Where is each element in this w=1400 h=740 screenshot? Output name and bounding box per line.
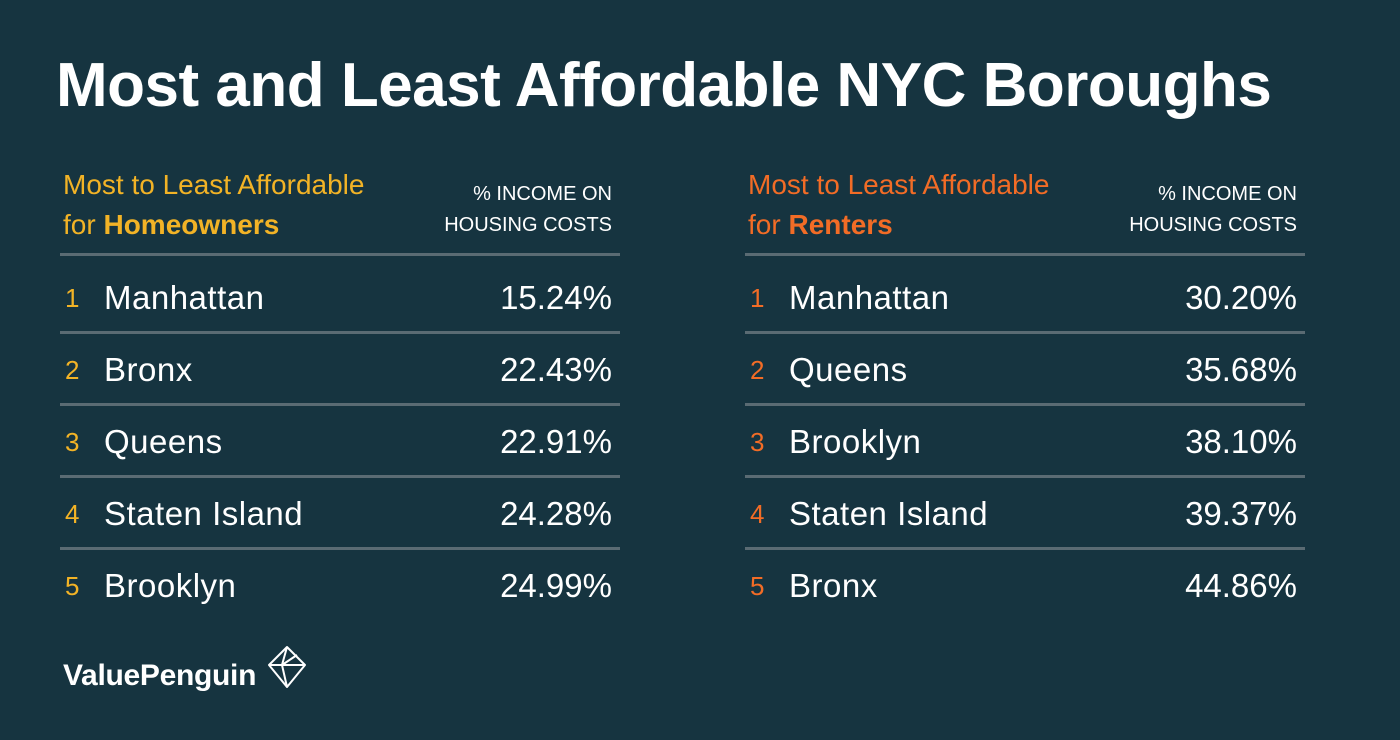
homeowners-table-header: Most to Least Affordable for Homeowners …: [60, 165, 620, 249]
row-value: 22.91%: [500, 423, 612, 460]
row-borough: Bronx: [789, 567, 878, 604]
row-borough: Manhattan: [789, 279, 950, 316]
table-row: 2 Bronx 22.43%: [60, 334, 620, 406]
row-rank: 1: [750, 283, 765, 313]
row-value: 35.68%: [1185, 351, 1297, 388]
brand-logo: ValuePenguin: [63, 646, 310, 696]
row-value: 38.10%: [1185, 423, 1297, 460]
homeowners-heading-for: for: [63, 209, 96, 240]
renters-column-line1: % INCOME ON: [1158, 183, 1297, 205]
row-borough: Brooklyn: [789, 423, 922, 460]
row-value: 44.86%: [1185, 567, 1297, 604]
row-rank: 2: [65, 355, 80, 385]
row-borough: Staten Island: [104, 495, 304, 532]
table-row: 3 Brooklyn 38.10%: [745, 406, 1305, 478]
renters-column-header: % INCOME ON HOUSING COSTS: [1129, 179, 1297, 241]
row-borough: Bronx: [104, 351, 193, 388]
row-borough: Manhattan: [104, 279, 265, 316]
table-row: 1 Manhattan 30.20%: [745, 262, 1305, 334]
renters-table: Most to Least Affordable for Renters % I…: [745, 165, 1305, 604]
renters-table-header: Most to Least Affordable for Renters % I…: [745, 165, 1305, 249]
renters-header-divider: [745, 253, 1305, 256]
row-borough: Brooklyn: [104, 567, 237, 604]
renters-heading-emphasis: Renters: [788, 209, 893, 240]
row-value: 24.28%: [500, 495, 612, 532]
table-row: 5 Bronx 44.86%: [745, 550, 1305, 622]
homeowners-column-line2: HOUSING COSTS: [444, 214, 612, 236]
renters-heading-line2: for Renters: [748, 205, 1049, 245]
homeowners-column-header: % INCOME ON HOUSING COSTS: [444, 179, 612, 241]
row-rank: 4: [750, 499, 765, 529]
homeowners-heading-line2: for Homeowners: [63, 205, 364, 245]
row-borough: Queens: [104, 423, 223, 460]
homeowners-column-line1: % INCOME ON: [473, 183, 612, 205]
row-borough: Staten Island: [789, 495, 989, 532]
homeowners-heading-line1: Most to Least Affordable: [63, 169, 365, 200]
homeowners-header-divider: [60, 253, 620, 256]
row-rank: 5: [65, 571, 80, 601]
row-value: 39.37%: [1185, 495, 1297, 532]
row-borough: Queens: [789, 351, 908, 388]
row-rank: 2: [750, 355, 765, 385]
row-value: 15.24%: [500, 279, 612, 316]
valuepenguin-logo-icon: [268, 646, 307, 688]
homeowners-table: Most to Least Affordable for Homeowners …: [60, 165, 620, 604]
row-rank: 3: [750, 427, 765, 457]
homeowners-heading-emphasis: Homeowners: [103, 209, 280, 240]
brand-name: ValuePenguin: [63, 659, 257, 692]
row-rank: 4: [65, 499, 80, 529]
renters-heading-line1: Most to Least Affordable: [748, 169, 1050, 200]
renters-column-line2: HOUSING COSTS: [1129, 214, 1297, 236]
row-rank: 3: [65, 427, 80, 457]
row-value: 22.43%: [500, 351, 612, 388]
renters-heading: Most to Least Affordable for Renters: [748, 165, 1049, 245]
table-row: 3 Queens 22.91%: [60, 406, 620, 478]
table-row: 5 Brooklyn 24.99%: [60, 550, 620, 622]
renters-rows: 1 Manhattan 30.20% 2 Queens 35.68% 3 Bro…: [745, 262, 1305, 622]
homeowners-heading: Most to Least Affordable for Homeowners: [63, 165, 364, 245]
table-row: 1 Manhattan 15.24%: [60, 262, 620, 334]
row-rank: 1: [65, 283, 80, 313]
page-title: Most and Least Affordable NYC Boroughs: [56, 51, 1272, 120]
renters-heading-for: for: [748, 209, 781, 240]
row-value: 24.99%: [500, 567, 612, 604]
row-value: 30.20%: [1185, 279, 1297, 316]
table-row: 4 Staten Island 39.37%: [745, 478, 1305, 550]
homeowners-rows: 1 Manhattan 15.24% 2 Bronx 22.43% 3 Quee…: [60, 262, 620, 622]
table-row: 2 Queens 35.68%: [745, 334, 1305, 406]
row-rank: 5: [750, 571, 765, 601]
table-row: 4 Staten Island 24.28%: [60, 478, 620, 550]
